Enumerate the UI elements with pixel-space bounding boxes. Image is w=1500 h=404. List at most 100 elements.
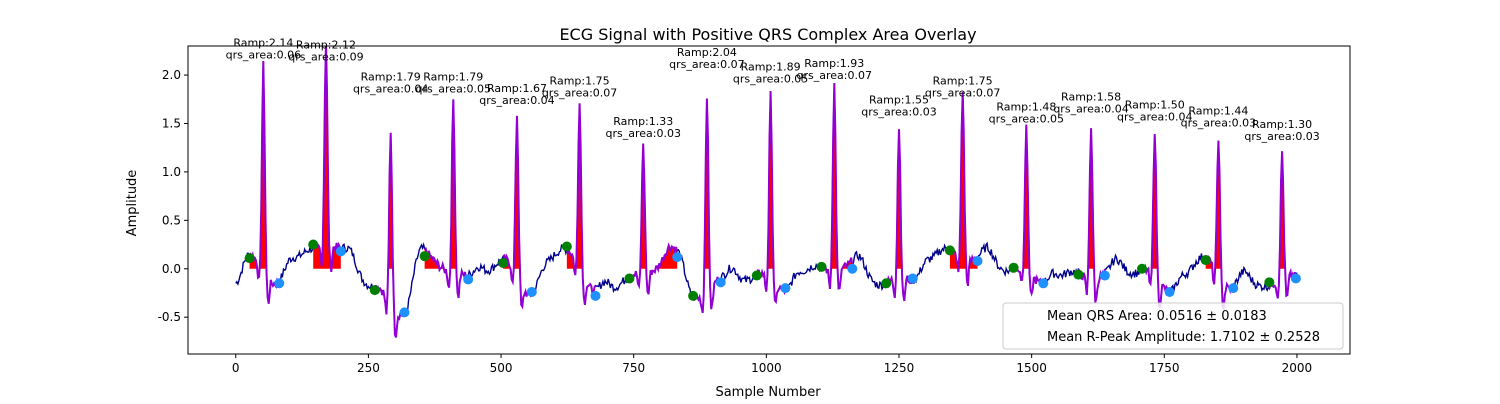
r-peak-label: Ramp:2.04 xyxy=(677,46,737,59)
r-peak-label: Ramp:1.79 xyxy=(361,70,421,83)
q-point-marker xyxy=(498,257,509,268)
x-tick-label: 750 xyxy=(622,361,645,375)
s-point-marker xyxy=(847,263,858,274)
r-peak-label: Ramp:1.50 xyxy=(1125,98,1185,111)
q-point-marker xyxy=(419,251,430,262)
qrs-area-label: qrs_area:0.04 xyxy=(1053,103,1128,116)
qrs-area-label: qrs_area:0.09 xyxy=(288,50,363,63)
r-peak-label: Ramp:1.67 xyxy=(487,82,547,95)
y-axis-label: Amplitude xyxy=(125,170,140,237)
qrs-segment-line xyxy=(628,143,679,295)
y-tick-label: 1.5 xyxy=(162,116,181,130)
q-point-marker xyxy=(1137,263,1148,274)
r-peak-label: Ramp:2.12 xyxy=(296,38,356,51)
qrs-area-label: qrs_area:0.06 xyxy=(226,48,301,61)
qrs-area-label: qrs_area:0.05 xyxy=(733,73,808,86)
s-point-marker xyxy=(907,273,918,284)
q-point-marker xyxy=(561,241,572,252)
qrs-area-fill xyxy=(424,99,469,269)
r-peak-label: Ramp:1.75 xyxy=(550,74,610,87)
s-point-marker xyxy=(1290,273,1301,284)
legend-entry-qrs-area: Mean QRS Area: 0.0516 ± 0.0183 xyxy=(1047,309,1267,324)
qrs-segment-line xyxy=(424,99,469,299)
y-tick-label: 0.5 xyxy=(162,213,181,227)
r-peak-label: Ramp:1.93 xyxy=(804,57,864,70)
q-point-marker xyxy=(369,285,380,296)
x-tick-label: 1000 xyxy=(751,361,782,375)
s-point-marker xyxy=(972,256,983,267)
q-point-marker xyxy=(624,273,635,284)
x-tick-label: 1250 xyxy=(884,361,915,375)
qrs-area-fill xyxy=(693,98,721,269)
legend-box xyxy=(1002,302,1344,350)
qrs-segment-line xyxy=(1141,134,1171,309)
s-point-marker xyxy=(1099,270,1110,281)
qrs-segment-line xyxy=(565,103,597,306)
s-point-marker xyxy=(715,277,726,288)
x-tick-label: 0 xyxy=(232,361,240,375)
r-peak-label: Ramp:1.33 xyxy=(613,115,673,128)
qrs-area-label: qrs_area:0.07 xyxy=(925,86,1000,99)
q-point-marker xyxy=(1264,277,1275,288)
q-point-marker xyxy=(751,270,762,281)
s-point-marker xyxy=(463,274,474,285)
x-tick-label: 2000 xyxy=(1282,361,1313,375)
s-point-marker xyxy=(335,246,346,257)
qrs-area-label: qrs_area:0.07 xyxy=(669,58,744,71)
q-point-marker xyxy=(816,261,827,272)
qrs-area-fill xyxy=(1078,128,1105,269)
y-tick-label: 1.0 xyxy=(162,165,181,179)
s-point-marker xyxy=(1038,278,1049,289)
chart-title: ECG Signal with Positive QRS Complex Are… xyxy=(559,25,976,44)
legend: Mean QRS Area: 0.0516 ± 0.0183 Mean R-Pe… xyxy=(1002,302,1344,350)
qrs-area-fill xyxy=(886,129,913,269)
x-axis-label: Sample Number xyxy=(715,385,821,400)
qrs-area-label: qrs_area:0.03 xyxy=(1181,116,1256,129)
qrs-segment-line xyxy=(821,82,854,290)
qrs-area-label: qrs_area:0.07 xyxy=(797,69,872,82)
r-peak-label: Ramp:1.75 xyxy=(933,74,993,87)
r-peak-label: Ramp:1.44 xyxy=(1188,104,1248,117)
plot-frame xyxy=(187,45,1351,355)
q-point-marker xyxy=(244,253,255,264)
qrs-area-label: qrs_area:0.03 xyxy=(606,127,681,140)
qrs-area-label: qrs_area:0.04 xyxy=(353,82,428,95)
qrs-segment-line xyxy=(1204,140,1235,312)
x-tick-label: 1500 xyxy=(1016,361,1047,375)
q-point-marker xyxy=(944,245,955,256)
s-point-marker xyxy=(526,287,537,298)
q-point-marker xyxy=(881,278,892,289)
qrs-area-label: qrs_area:0.04 xyxy=(479,94,554,107)
r-peak-label: Ramp:1.48 xyxy=(996,100,1056,113)
s-point-marker xyxy=(590,290,601,301)
y-tick-label: 2.0 xyxy=(162,68,181,82)
r-peak-label: Ramp:1.30 xyxy=(1252,118,1312,131)
qrs-area-label: qrs_area:0.03 xyxy=(861,106,936,119)
y-tick-label: 0.0 xyxy=(162,262,181,276)
x-tick-label: 500 xyxy=(490,361,513,375)
qrs-area-label: qrs_area:0.07 xyxy=(542,86,617,99)
s-point-marker xyxy=(672,252,683,263)
q-point-marker xyxy=(688,290,699,301)
s-point-marker xyxy=(1228,283,1239,294)
qrs-segment-line xyxy=(502,115,533,310)
y-tick-label: -0.5 xyxy=(158,310,181,324)
qrs-area-label: qrs_area:0.03 xyxy=(1244,130,1319,143)
s-point-marker xyxy=(1164,287,1175,298)
qrs-area-label: qrs_area:0.05 xyxy=(416,82,491,95)
q-point-marker xyxy=(1008,262,1019,273)
q-point-marker xyxy=(1073,269,1084,280)
x-tick-label: 250 xyxy=(357,361,380,375)
q-point-marker xyxy=(308,239,319,250)
qrs-segment-line xyxy=(373,132,406,338)
r-peak-label: Ramp:1.58 xyxy=(1061,91,1121,104)
qrs-area-label: qrs_area:0.05 xyxy=(989,112,1064,125)
qrs-area-label: qrs_area:0.04 xyxy=(1117,110,1192,123)
qrs-segment-line xyxy=(1012,124,1045,297)
r-peak-label: Ramp:1.55 xyxy=(869,94,929,107)
s-point-marker xyxy=(399,307,410,318)
x-tick-label: 1750 xyxy=(1149,361,1180,375)
r-peak-label: Ramp:1.89 xyxy=(741,61,801,74)
